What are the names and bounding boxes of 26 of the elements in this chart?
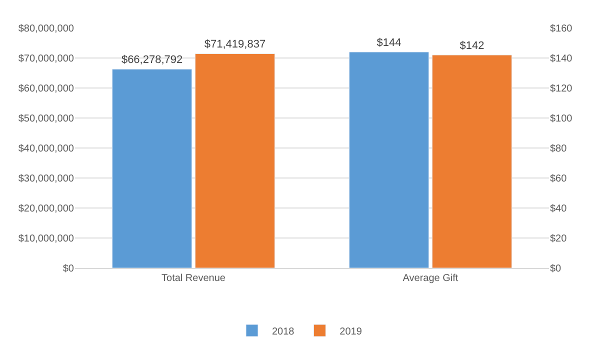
legend-label: 2019 xyxy=(340,326,362,338)
y-tick-label: $20,000,000 xyxy=(18,204,74,214)
legend-label: 2018 xyxy=(272,326,295,338)
y-tick-label: $0 xyxy=(62,264,74,274)
y2-tick-label: $140 xyxy=(550,54,573,64)
y2-tick-label: $100 xyxy=(550,114,573,124)
y-tick-label: $70,000,000 xyxy=(18,54,74,64)
y-tick-label: $80,000,000 xyxy=(18,24,74,34)
y2-tick-label: $80 xyxy=(550,144,568,154)
y-tick-label: $30,000,000 xyxy=(18,174,74,184)
data-label: $71,419,837 xyxy=(204,38,266,51)
y-tick-label: $60,000,000 xyxy=(18,84,74,94)
y-tick-label: $10,000,000 xyxy=(18,234,74,244)
y2-tick-label: $20 xyxy=(550,234,568,244)
y2-tick-label: $60 xyxy=(550,174,568,184)
y2-tick-label: $160 xyxy=(550,24,573,34)
data-label: $66,278,792 xyxy=(121,54,183,66)
data-label: $142 xyxy=(460,40,484,52)
x-tick-label: Total Revenue xyxy=(162,273,226,284)
y2-tick-label: $0 xyxy=(550,264,562,274)
y2-tick-label: $40 xyxy=(550,204,568,214)
y-tick-label: $50,000,000 xyxy=(18,114,74,124)
y-tick-label: $40,000,000 xyxy=(18,144,74,154)
x-tick-label: Average Gift xyxy=(402,273,458,284)
data-label: $144 xyxy=(376,37,402,49)
y2-tick-label: $120 xyxy=(550,84,573,94)
